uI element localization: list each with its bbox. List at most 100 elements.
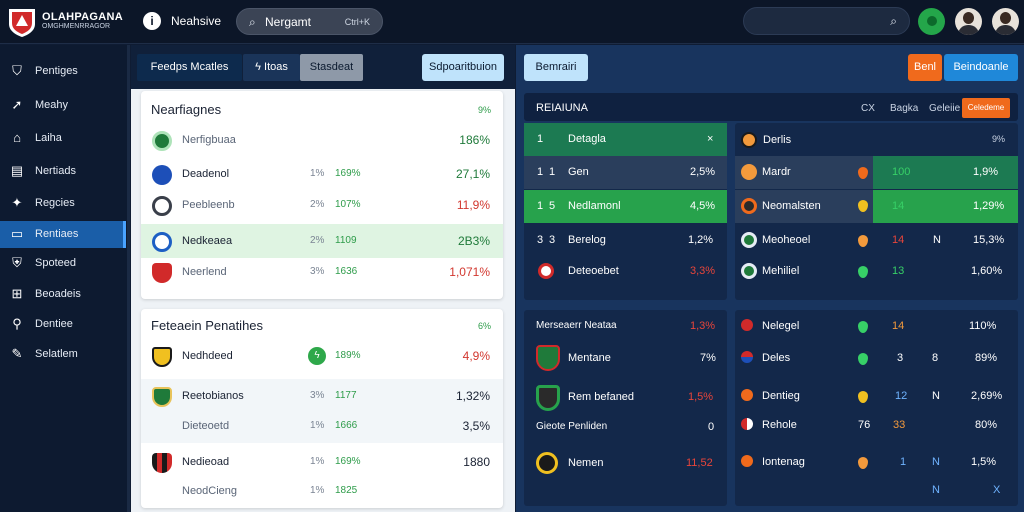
sidebar-item-meahy[interactable]: ➚ Meahy: [0, 92, 126, 119]
team-number: 14: [892, 320, 905, 332]
sidebar-divider: [127, 45, 130, 512]
team-green-value: 189%: [335, 350, 361, 361]
team-mark: N: [932, 456, 940, 468]
card-title: Nearfiagnes: [151, 102, 222, 117]
table-row[interactable]: Deadenol 1% 169% 27,1%: [141, 157, 503, 191]
team-value: 2,5%: [690, 166, 716, 178]
team-value: 4,5%: [690, 200, 716, 212]
table-row[interactable]: Nedhdeed ϟ 189% 4,9%: [141, 339, 503, 373]
tablet-icon: ▭: [10, 226, 24, 241]
sidebar-item-nertiads[interactable]: ▤ Nertiads: [0, 158, 126, 185]
table-row[interactable]: Nerfigbuaa 186%: [141, 123, 503, 157]
table-row[interactable]: Mardr 100 1,9%: [735, 156, 1018, 189]
user-avatar[interactable]: [992, 8, 1019, 35]
team-crest-icon: [538, 263, 554, 279]
team-name: Nedhdeed: [182, 350, 233, 362]
rank: 1: [537, 200, 544, 212]
search-input[interactable]: ⌕ Nergamt Ctrl+K: [236, 8, 383, 35]
row-left-cell: [735, 190, 873, 223]
sidebar-item-selatlem[interactable]: ✎ Selatlem: [0, 341, 126, 368]
doc-icon: ▤: [10, 163, 24, 178]
table-row[interactable]: Rem befaned 1,5%: [524, 381, 727, 414]
close-icon[interactable]: ×: [707, 133, 714, 145]
footer-close-icon[interactable]: X: [993, 484, 1001, 496]
sidebar-item-label: Spoteed: [35, 257, 76, 269]
tab-feedps[interactable]: Feedps Mcatles: [137, 54, 242, 81]
table-row[interactable]: Deles 3 8 89%: [735, 342, 1018, 375]
pen-icon: ✎: [11, 346, 23, 361]
sidebar-item-pentiges[interactable]: ⛉ Pentiges: [0, 58, 126, 85]
sidebar-item-regcies[interactable]: ✦ Regcies: [0, 190, 126, 217]
download-button[interactable]: Beindoanle: [944, 54, 1018, 81]
table-row[interactable]: Gieote Penliden 0: [524, 411, 727, 444]
team-green-value: 1177: [335, 390, 357, 401]
team-green-value: 169%: [335, 456, 361, 467]
sidebar-item-label: Nertiads: [35, 165, 76, 177]
team-crest-icon: [152, 232, 172, 252]
team-crest-icon: [741, 319, 753, 331]
table-row[interactable]: Rehole 76 33 80%: [735, 409, 1018, 442]
team-value: 27,1%: [455, 167, 490, 181]
table-row[interactable]: Deteoebet 3,3%: [524, 255, 727, 288]
control-cx[interactable]: CX: [861, 103, 875, 114]
table-row[interactable]: Neerlend 3% 1636 1,071%: [141, 255, 503, 289]
results-header-strip: [524, 93, 1018, 121]
sidebar-item-label: Rentiaes: [35, 228, 79, 240]
team-percent: 3%: [310, 390, 325, 401]
table-row[interactable]: Peebleenb 2% 107% 11,9%: [141, 188, 503, 222]
table-row[interactable]: 3 3 Berelog 1,2%: [524, 224, 727, 257]
rank: 3: [537, 234, 544, 246]
table-row[interactable]: Mentane 7%: [524, 342, 727, 375]
table-row-highlighted[interactable]: Neomalsten 14 1,29%: [735, 190, 1018, 223]
table-row[interactable]: Dentieg 12 N 2,69%: [735, 380, 1018, 413]
row-right-cell: [873, 190, 1018, 223]
global-search-input[interactable]: ⌕: [743, 7, 910, 35]
table-row-highlighted[interactable]: 1 5 Nedlamonl 4,5%: [524, 190, 727, 223]
table-row[interactable]: 1 1 Gen 2,5%: [524, 156, 727, 189]
team-crest-icon: [741, 263, 757, 279]
team-crest-icon: [741, 198, 757, 214]
info-icon[interactable]: i: [143, 12, 161, 30]
team-crest-icon: [152, 131, 172, 151]
sidebar-item-laiha[interactable]: ⌂ Laiha: [0, 125, 126, 152]
team-number: 76: [858, 419, 871, 431]
control-bagka[interactable]: Bagka: [890, 103, 919, 114]
control-geleiie[interactable]: Geleiie: [929, 103, 961, 114]
sidebar-item-beoadeis[interactable]: ⊞ Beoadeis: [0, 281, 126, 308]
table-row[interactable]: Meoheoel 14 N 15,3%: [735, 224, 1018, 257]
sidebar-item-rentiaes[interactable]: ▭ Rentiaes: [0, 221, 126, 248]
subscription-button[interactable]: Sdpoaritbuion: [422, 54, 504, 81]
sidebar-item-spoteed[interactable]: ⛨ Spoteed: [0, 250, 126, 277]
results-tab-button[interactable]: Bemrairi: [524, 54, 588, 81]
table-row[interactable]: Nemen 11,52: [524, 447, 727, 480]
status-dot-icon[interactable]: [918, 8, 945, 35]
brand-line1: OLAHPAGANA: [42, 11, 124, 23]
team-value: 2B3%: [457, 234, 490, 248]
table-row[interactable]: Dieteoetd 1% 1666 3,5%: [141, 409, 503, 443]
team-value: 1,9%: [973, 166, 999, 178]
team-name: Gieote Penliden: [536, 421, 608, 432]
tab-itoas[interactable]: ϟ Itoas: [243, 54, 300, 81]
filter-button[interactable]: Benl: [908, 54, 942, 81]
table-row[interactable]: Nelegel 14 110%: [735, 310, 1018, 343]
sidebar-item-label: Regcies: [35, 197, 75, 209]
team-crest-icon: [536, 452, 558, 474]
table-row[interactable]: Reetobianos 3% 1177 1,32%: [141, 379, 503, 413]
team-name: Deles: [762, 352, 791, 364]
sidebar-item-dentiee[interactable]: ⚲ Dentiee: [0, 311, 126, 338]
table-row[interactable]: Nedieoad 1% 169% 1880: [141, 445, 503, 479]
table-title: REIAIUNA: [536, 102, 588, 114]
position: 5: [549, 200, 556, 212]
tab-stasdeat[interactable]: Stasdeat: [300, 54, 363, 81]
logo-crest-icon[interactable]: [6, 6, 38, 38]
table-row-highlighted[interactable]: Nedkeaea 2% 1109 2B3%: [141, 224, 503, 258]
table-row[interactable]: 1 Detagla ×: [524, 123, 727, 156]
table-row[interactable]: Mehiliel 13 1,60%: [735, 255, 1018, 288]
team-name: NeodCieng: [182, 485, 238, 497]
wrench-icon: ⚲: [12, 316, 22, 331]
table-row[interactable]: Iontenag 1 N 1,5%: [735, 446, 1018, 479]
user-avatar[interactable]: [955, 8, 982, 35]
celedeme-button[interactable]: Celedeme: [962, 98, 1010, 118]
table-row[interactable]: NeodCieng 1% 1825: [141, 474, 503, 508]
team-number: 12: [895, 390, 908, 402]
